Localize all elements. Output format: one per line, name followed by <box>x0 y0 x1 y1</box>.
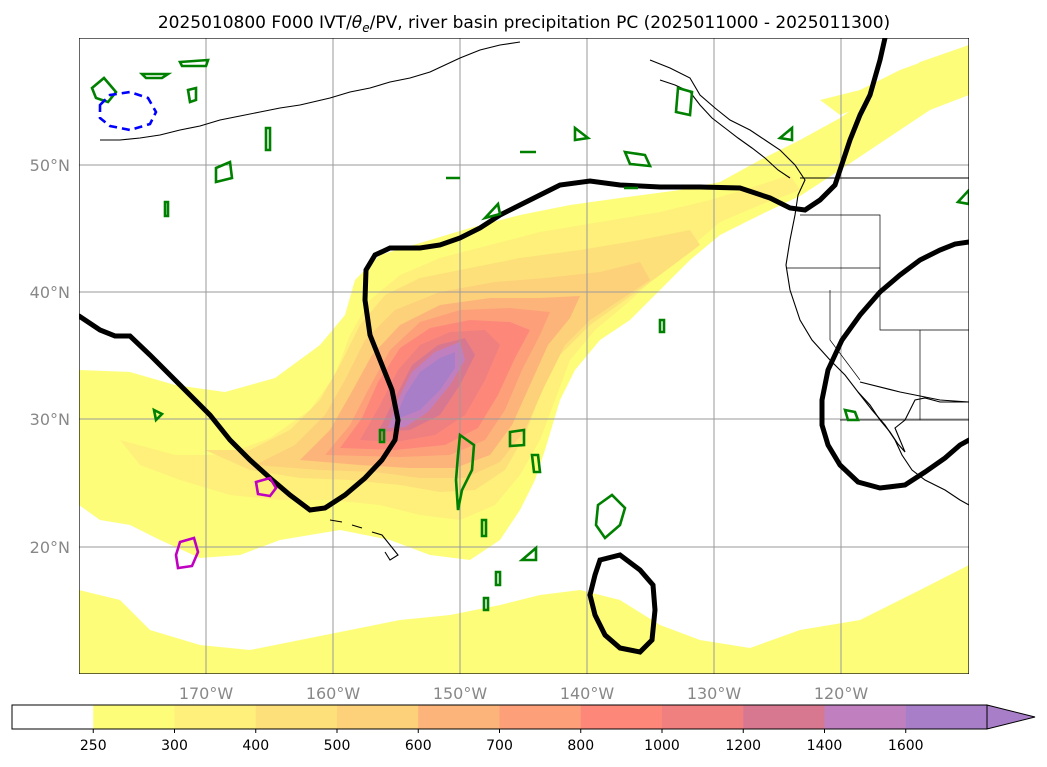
colorbar-tick-label: 1200 <box>725 738 761 754</box>
aleutian-chain <box>100 104 301 141</box>
north-america-west-coast <box>649 59 969 506</box>
pv-green-blob-7 <box>163 200 170 218</box>
colorbar-segment <box>662 705 744 729</box>
pv-magenta-blob-1 <box>174 536 200 570</box>
alaska-coast <box>299 41 521 106</box>
theta-e-main-contour <box>79 38 888 513</box>
colorbar-tick-label: 700 <box>486 738 513 754</box>
gridlines <box>79 38 969 674</box>
colorbar: 250 300 400 500 600 700 800 1000 1200 1400 1600 <box>11 704 1036 754</box>
colorbar-tick-label: 300 <box>161 738 188 754</box>
lon-label-150w: 150°W <box>433 684 488 703</box>
pv-green-blob-9 <box>622 150 653 168</box>
colorbar-segment <box>580 705 663 729</box>
pv-green-blob-21 <box>518 545 538 562</box>
latitude-labels: 20°N 30°N 40°N 50°N <box>30 156 70 557</box>
longitude-labels: 170°W 160°W 150°W 140°W 130°W 120°W <box>179 684 869 703</box>
pv-green-blob-13 <box>480 201 502 221</box>
colorbar-tick-label: 1000 <box>644 738 680 754</box>
pv-green-blob-4 <box>186 86 198 104</box>
pv-green-blob-20 <box>480 518 488 538</box>
lon-label-140w: 140°W <box>560 684 615 703</box>
colorbar-segment <box>255 705 338 729</box>
lon-label-170w: 170°W <box>179 684 234 703</box>
ivt-filled-contours <box>79 45 969 674</box>
pv-green-blob-15 <box>658 318 666 334</box>
coastlines <box>100 41 969 561</box>
colorbar-tick-label: 1600 <box>888 738 924 754</box>
pv-green-blob-5 <box>264 126 272 152</box>
hawaii-islands <box>329 519 399 561</box>
colorbar-tick-label: 600 <box>405 738 432 754</box>
lat-label-20n: 20°N <box>30 538 70 557</box>
pv-green-blob-26 <box>378 428 386 444</box>
pv-green-blob-12 <box>955 188 969 206</box>
colorbar-tick-label: 1400 <box>807 738 843 754</box>
colorbar-segment <box>824 705 907 729</box>
pv-green-blob-24 <box>152 407 165 423</box>
lon-label-120w: 120°W <box>814 684 869 703</box>
theta-e-east-contour <box>819 239 969 491</box>
colorbar-segment <box>743 705 825 729</box>
pv-blue-dashed-blob <box>98 90 158 132</box>
lat-label-40n: 40°N <box>30 283 70 302</box>
figure-title: 2025010800 F000 IVT/θe/PV, river basin p… <box>158 13 890 35</box>
colorbar-tick-label: 400 <box>242 738 269 754</box>
pv-green-blob-8 <box>573 125 592 142</box>
pv-green-blob-1 <box>90 76 118 104</box>
pv-green-blob-16 <box>454 432 476 511</box>
ivt-250-south-band <box>79 565 969 674</box>
colorbar-segment <box>905 705 988 729</box>
pv-green-blob-10 <box>674 86 694 117</box>
us-mexico-border <box>859 381 969 403</box>
pv-green-blob-3 <box>138 72 173 80</box>
colorbar-tick-label: 800 <box>567 738 594 754</box>
theta-e-contours <box>79 38 969 655</box>
theta-e-closed-contour <box>587 552 658 655</box>
pv-green-blob-25 <box>843 408 860 422</box>
pv-magenta-blob-2 <box>254 476 278 498</box>
colorbar-tick-label: 250 <box>80 738 107 754</box>
lat-label-30n: 30°N <box>30 410 70 429</box>
colorbar-tick-label: 500 <box>324 738 351 754</box>
us-state-borders <box>786 214 969 421</box>
pv-green-blob-17 <box>508 428 526 448</box>
ivt-250-ne-patch <box>820 45 969 115</box>
colorbar-segment <box>337 705 419 729</box>
colorbar-segment <box>499 705 582 729</box>
pv-green-blob-14 <box>446 150 638 190</box>
colorbar-segment <box>93 705 175 729</box>
pv-green-blob-11 <box>776 125 794 142</box>
pv-green-blob-19 <box>594 493 627 540</box>
pv-green-blob-22 <box>494 570 502 587</box>
lon-label-160w: 160°W <box>306 684 361 703</box>
lat-label-50n: 50°N <box>30 156 70 175</box>
pv-green-blob-6 <box>214 160 234 184</box>
pv-green-blob-23 <box>482 596 490 612</box>
map-area <box>79 38 969 674</box>
colorbar-segment <box>174 705 257 729</box>
lon-label-130w: 130°W <box>687 684 742 703</box>
colorbar-segment <box>418 705 500 729</box>
colorbar-extend-arrow <box>986 704 1036 730</box>
colorbar-segment <box>12 705 94 729</box>
pv-green-blob-18 <box>530 453 542 474</box>
ivt-1600-region <box>395 352 455 420</box>
pv-contours <box>90 58 969 612</box>
pv-green-blob-2 <box>177 58 210 68</box>
